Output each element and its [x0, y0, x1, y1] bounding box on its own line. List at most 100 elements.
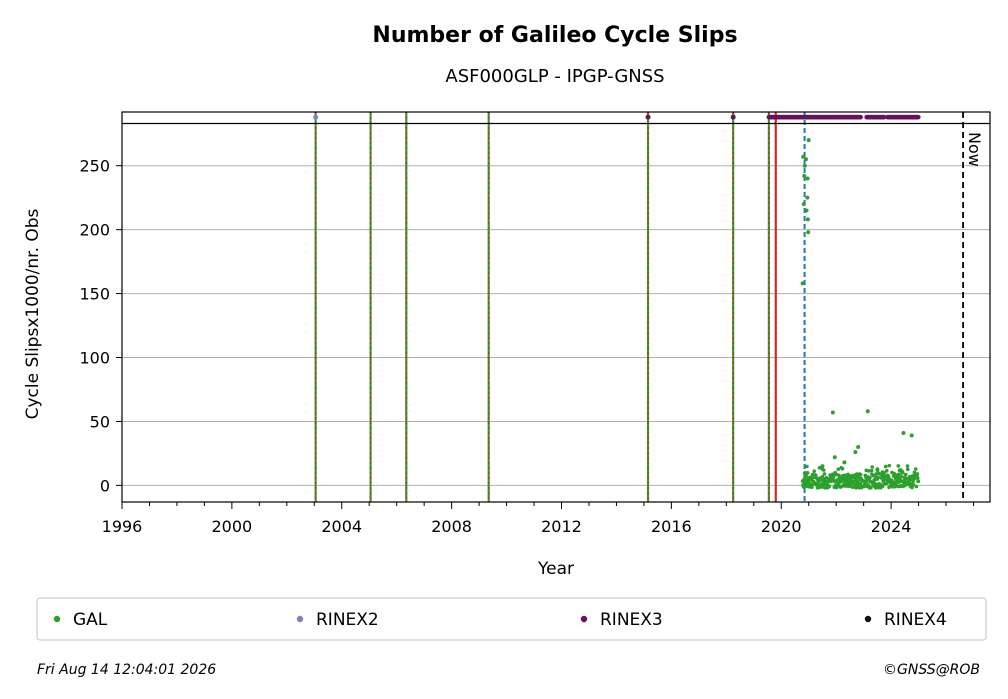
- plot-frame: [121, 111, 991, 503]
- vline-layer: [314, 112, 964, 502]
- gal-point: [913, 467, 918, 471]
- gal-point: [904, 472, 908, 477]
- gal-point: [836, 467, 841, 472]
- gal-point: [802, 163, 807, 168]
- gal-point: [801, 154, 806, 159]
- gal-point: [830, 410, 835, 415]
- footer-copyright: ©GNSS@ROB: [883, 662, 980, 678]
- legend-label-rinex4: RINEX4: [884, 610, 947, 630]
- chart-subtitle: ASF000GLP - IPGP-GNSS: [445, 66, 664, 87]
- x-tick-label: 2008: [431, 517, 472, 536]
- gal-point: [805, 176, 810, 181]
- gal-point: [805, 464, 809, 469]
- gal-point: [896, 464, 901, 468]
- gal-point: [876, 475, 880, 480]
- gal-point: [906, 467, 910, 472]
- x-tick-label: 2020: [761, 517, 802, 536]
- gal-point: [869, 468, 874, 473]
- gal-point: [914, 484, 919, 489]
- rinex3-point: [730, 114, 736, 120]
- gal-point: [840, 466, 845, 471]
- rinex2-point: [313, 114, 319, 120]
- x-tick-label: 1996: [102, 517, 143, 536]
- gal-point: [814, 473, 818, 478]
- gal-point: [901, 430, 906, 435]
- gal-point: [804, 208, 809, 213]
- y-tick-label: 0: [100, 476, 110, 495]
- x-tick-label: 2016: [651, 517, 692, 536]
- gal-point: [901, 471, 905, 475]
- gal-point: [803, 157, 808, 162]
- gal-point: [820, 464, 825, 469]
- gal-point: [801, 485, 806, 489]
- y-tick-label: 50: [90, 412, 110, 431]
- gal-point: [827, 484, 832, 489]
- x-tick-label: 2000: [212, 517, 253, 536]
- gal-point: [887, 463, 892, 468]
- y-axis-label: Cycle Slipsx1000/nr. Obs: [23, 208, 43, 419]
- gal-point: [887, 485, 891, 490]
- gal-point: [800, 281, 805, 286]
- gal-point: [897, 472, 901, 476]
- legend-marker-rinex4: [864, 615, 872, 623]
- now-label: Now: [965, 132, 984, 167]
- rinex3-point: [916, 114, 921, 120]
- footer-timestamp: Fri Aug 14 12:04:01 2026: [37, 662, 216, 678]
- gal-point: [806, 138, 811, 143]
- x-tick-label: 2024: [871, 517, 912, 536]
- y-tick-label: 200: [79, 221, 110, 240]
- rinex3-point: [645, 114, 651, 120]
- rinex3-point: [858, 114, 863, 120]
- legend-box: [36, 597, 987, 641]
- legend-marker-rinex3: [580, 615, 588, 623]
- gal-point: [905, 464, 910, 468]
- gal-point: [858, 472, 863, 477]
- gal-point: [856, 445, 861, 450]
- grid-layer: [122, 165, 990, 486]
- gal-point: [850, 485, 855, 490]
- gal-point: [883, 464, 888, 469]
- gal-point: [885, 481, 889, 485]
- gal-point: [910, 485, 914, 490]
- gal-point: [852, 482, 857, 487]
- point-layer: [313, 114, 921, 490]
- gal-point: [832, 455, 837, 460]
- gal-point: [810, 476, 815, 481]
- gal-point: [805, 195, 810, 200]
- legend-label-rinex3: RINEX3: [600, 610, 663, 630]
- gal-point: [822, 472, 827, 476]
- gal-point: [915, 472, 920, 476]
- gal-point: [802, 173, 807, 178]
- y-tick-label: 150: [79, 285, 110, 304]
- legend-marker-rinex2: [296, 615, 304, 623]
- gal-point: [868, 475, 872, 480]
- gal-point: [865, 479, 869, 484]
- rinex3-point: [881, 114, 887, 120]
- gal-point: [912, 470, 917, 475]
- gal-point: [842, 460, 847, 465]
- gal-point: [806, 230, 811, 235]
- x-tick-label: 2012: [541, 517, 582, 536]
- gal-point: [865, 409, 870, 414]
- gal-point: [805, 217, 810, 222]
- y-axis-ticks: 0 50 100 150 200 250: [79, 157, 122, 495]
- gal-point: [915, 476, 920, 480]
- gal-point: [911, 482, 916, 487]
- gal-point: [892, 473, 897, 477]
- legend-label-gal: GAL: [73, 610, 108, 630]
- chart-title: Number of Galileo Cycle Slips: [372, 23, 737, 48]
- gal-point: [805, 471, 810, 475]
- gal-point: [824, 476, 829, 480]
- gal-point: [853, 450, 858, 455]
- gal-point: [862, 484, 867, 489]
- gal-point: [875, 468, 880, 473]
- gal-point: [870, 465, 875, 469]
- y-tick-label: 100: [79, 349, 110, 368]
- gal-point: [874, 486, 878, 490]
- gal-point: [884, 469, 889, 473]
- y-tick-label: 250: [79, 157, 110, 176]
- x-axis-ticks: 1996 2000 2004 2008 2012 2016 2020 2024: [102, 502, 975, 536]
- gal-point: [810, 485, 814, 490]
- legend-marker-gal: [53, 615, 61, 623]
